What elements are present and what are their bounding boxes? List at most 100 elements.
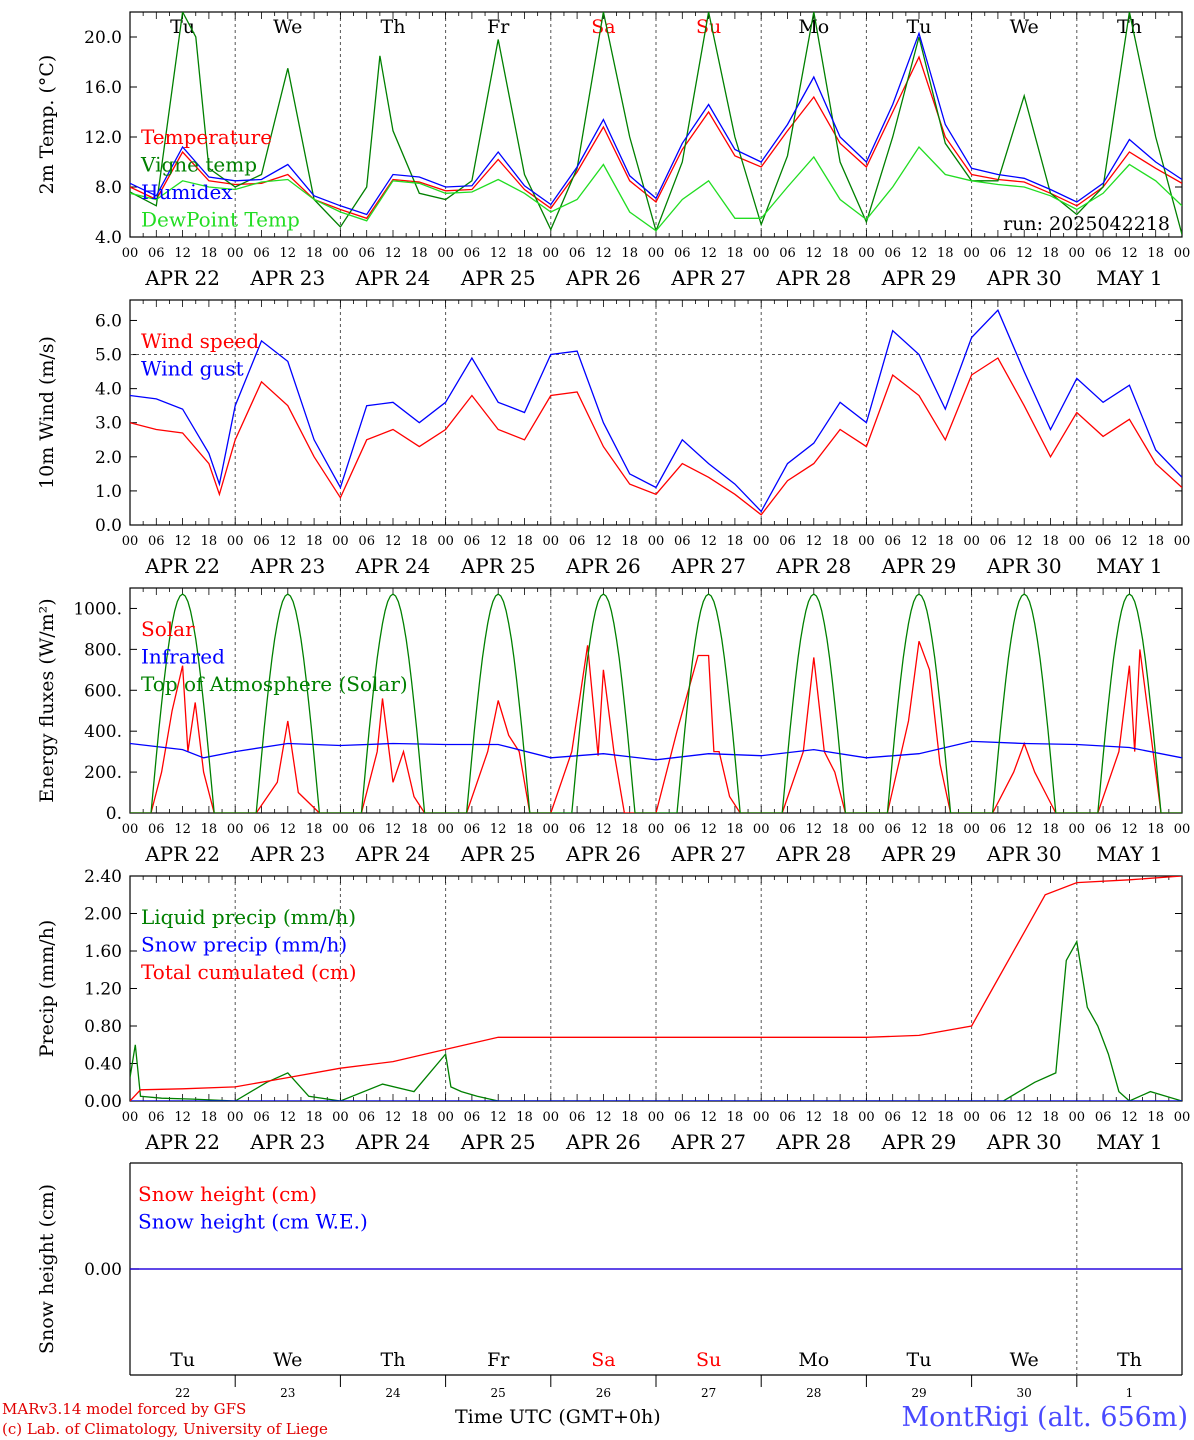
hour-label: 18: [727, 1110, 744, 1125]
date-label: APR 22: [144, 554, 220, 578]
hour-label: 00: [1069, 1110, 1086, 1125]
date-label: APR 29: [881, 842, 957, 866]
hour-label: 18: [1147, 534, 1164, 549]
hour-label: 18: [411, 822, 428, 837]
hour-label: 06: [884, 534, 901, 549]
y-tick-label: 0.80: [84, 1017, 122, 1037]
hour-label: 06: [990, 246, 1007, 261]
hour-label: 00: [227, 246, 244, 261]
hour-label: 00: [1174, 534, 1191, 549]
hour-label: 00: [1069, 822, 1086, 837]
y-axis-label: Energy fluxes (W/m²): [36, 598, 58, 802]
date-label: APR 26: [565, 554, 641, 578]
series-line-vigne-temp: [130, 12, 1182, 235]
hour-label: 00: [1174, 246, 1191, 261]
date-label: APR 22: [144, 842, 220, 866]
hour-label: 06: [1095, 534, 1112, 549]
y-tick-label: 1000.: [73, 599, 122, 619]
hour-label: 18: [727, 822, 744, 837]
legend-entry: Humidex: [141, 180, 233, 204]
hour-label: 06: [253, 1110, 270, 1125]
hour-label: 00: [543, 822, 560, 837]
legend-entry: Liquid precip (mm/h): [141, 905, 356, 929]
hour-label: 18: [1147, 246, 1164, 261]
y-axis-label: 2m Temp. (°C): [36, 55, 58, 195]
panel-frame: [129, 11, 1183, 238]
hour-label: 18: [201, 246, 218, 261]
hour-label: 12: [385, 1110, 402, 1125]
series-line-wind-speed: [130, 357, 1182, 516]
date-label: APR 27: [670, 554, 746, 578]
hour-label: 06: [569, 246, 586, 261]
hour-label: 00: [648, 534, 665, 549]
hour-label: 00: [437, 534, 454, 549]
y-tick-label: 0.00: [84, 1092, 122, 1112]
hour-label: 06: [884, 246, 901, 261]
hour-label: 18: [306, 822, 323, 837]
y-tick-label: 16.0: [84, 78, 122, 98]
hour-label: 12: [595, 246, 612, 261]
hour-label: 18: [1147, 822, 1164, 837]
date-label: MAY 1: [1096, 842, 1162, 866]
hour-label: 12: [806, 246, 823, 261]
hour-label: 00: [963, 246, 980, 261]
date-label: APR 24: [355, 1130, 431, 1154]
y-axis-label: Precip (mm/h): [36, 920, 58, 1058]
hour-label: 18: [306, 1110, 323, 1125]
day-abbr: Tu: [170, 16, 195, 38]
y-tick-label: 2.0: [95, 448, 122, 468]
hour-label: 00: [858, 534, 875, 549]
y-axis-label: Snow height (cm): [36, 1184, 58, 1354]
hour-label: 18: [832, 822, 849, 837]
day-abbr: Su: [696, 1349, 721, 1371]
date-label: APR 28: [775, 554, 851, 578]
date-label: APR 27: [670, 266, 746, 290]
hour-label: 12: [700, 822, 717, 837]
hour-label: 18: [306, 534, 323, 549]
hour-label: 06: [674, 534, 691, 549]
y-tick-label: 2.40: [84, 867, 122, 887]
hour-label: 18: [516, 534, 533, 549]
date-label: APR 27: [670, 1130, 746, 1154]
series-line-temperature: [130, 55, 1182, 220]
hour-label: 12: [174, 1110, 191, 1125]
hour-label: 06: [148, 534, 165, 549]
hour-label: 12: [806, 822, 823, 837]
series-line-total-cumulated-cm: [130, 876, 1182, 1101]
date-label: APR 30: [986, 554, 1062, 578]
y-tick-label: 12.0: [84, 128, 122, 148]
y-tick-label: 8.0: [95, 178, 122, 198]
legend-entry: Solar: [141, 617, 195, 641]
hour-label: 06: [674, 1110, 691, 1125]
day-abbr: Su: [696, 16, 721, 38]
hour-label: 06: [358, 246, 375, 261]
y-tick-label: 6.0: [95, 311, 122, 331]
y-tick-label: 0.0: [95, 516, 122, 536]
hour-label: 00: [122, 246, 139, 261]
date-label: APR 29: [881, 266, 957, 290]
hour-label: 18: [516, 822, 533, 837]
model-credit: MARv3.14 model forced by GFS: [2, 1400, 247, 1418]
day-number: 29: [911, 1386, 926, 1400]
date-label: APR 25: [460, 554, 536, 578]
legend-entry: Vigne temp: [140, 153, 257, 177]
hour-label: 06: [990, 534, 1007, 549]
hour-label: 18: [621, 246, 638, 261]
day-abbr: Sa: [591, 16, 615, 38]
hour-label: 12: [174, 822, 191, 837]
hour-label: 12: [490, 534, 507, 549]
hour-label: 06: [779, 1110, 796, 1125]
y-tick-label: 1.20: [84, 980, 122, 1000]
legend-entry: Total cumulated (cm): [141, 960, 357, 984]
hour-label: 00: [437, 822, 454, 837]
date-label: APR 30: [986, 1130, 1062, 1154]
date-label: APR 28: [775, 842, 851, 866]
y-tick-label: 20.0: [84, 28, 122, 48]
hour-label: 12: [1016, 246, 1033, 261]
date-label: MAY 1: [1096, 266, 1162, 290]
hour-label: 18: [1042, 534, 1059, 549]
hour-label: 12: [490, 1110, 507, 1125]
hour-label: 18: [516, 246, 533, 261]
date-label: APR 30: [986, 842, 1062, 866]
hour-label: 12: [911, 534, 928, 549]
